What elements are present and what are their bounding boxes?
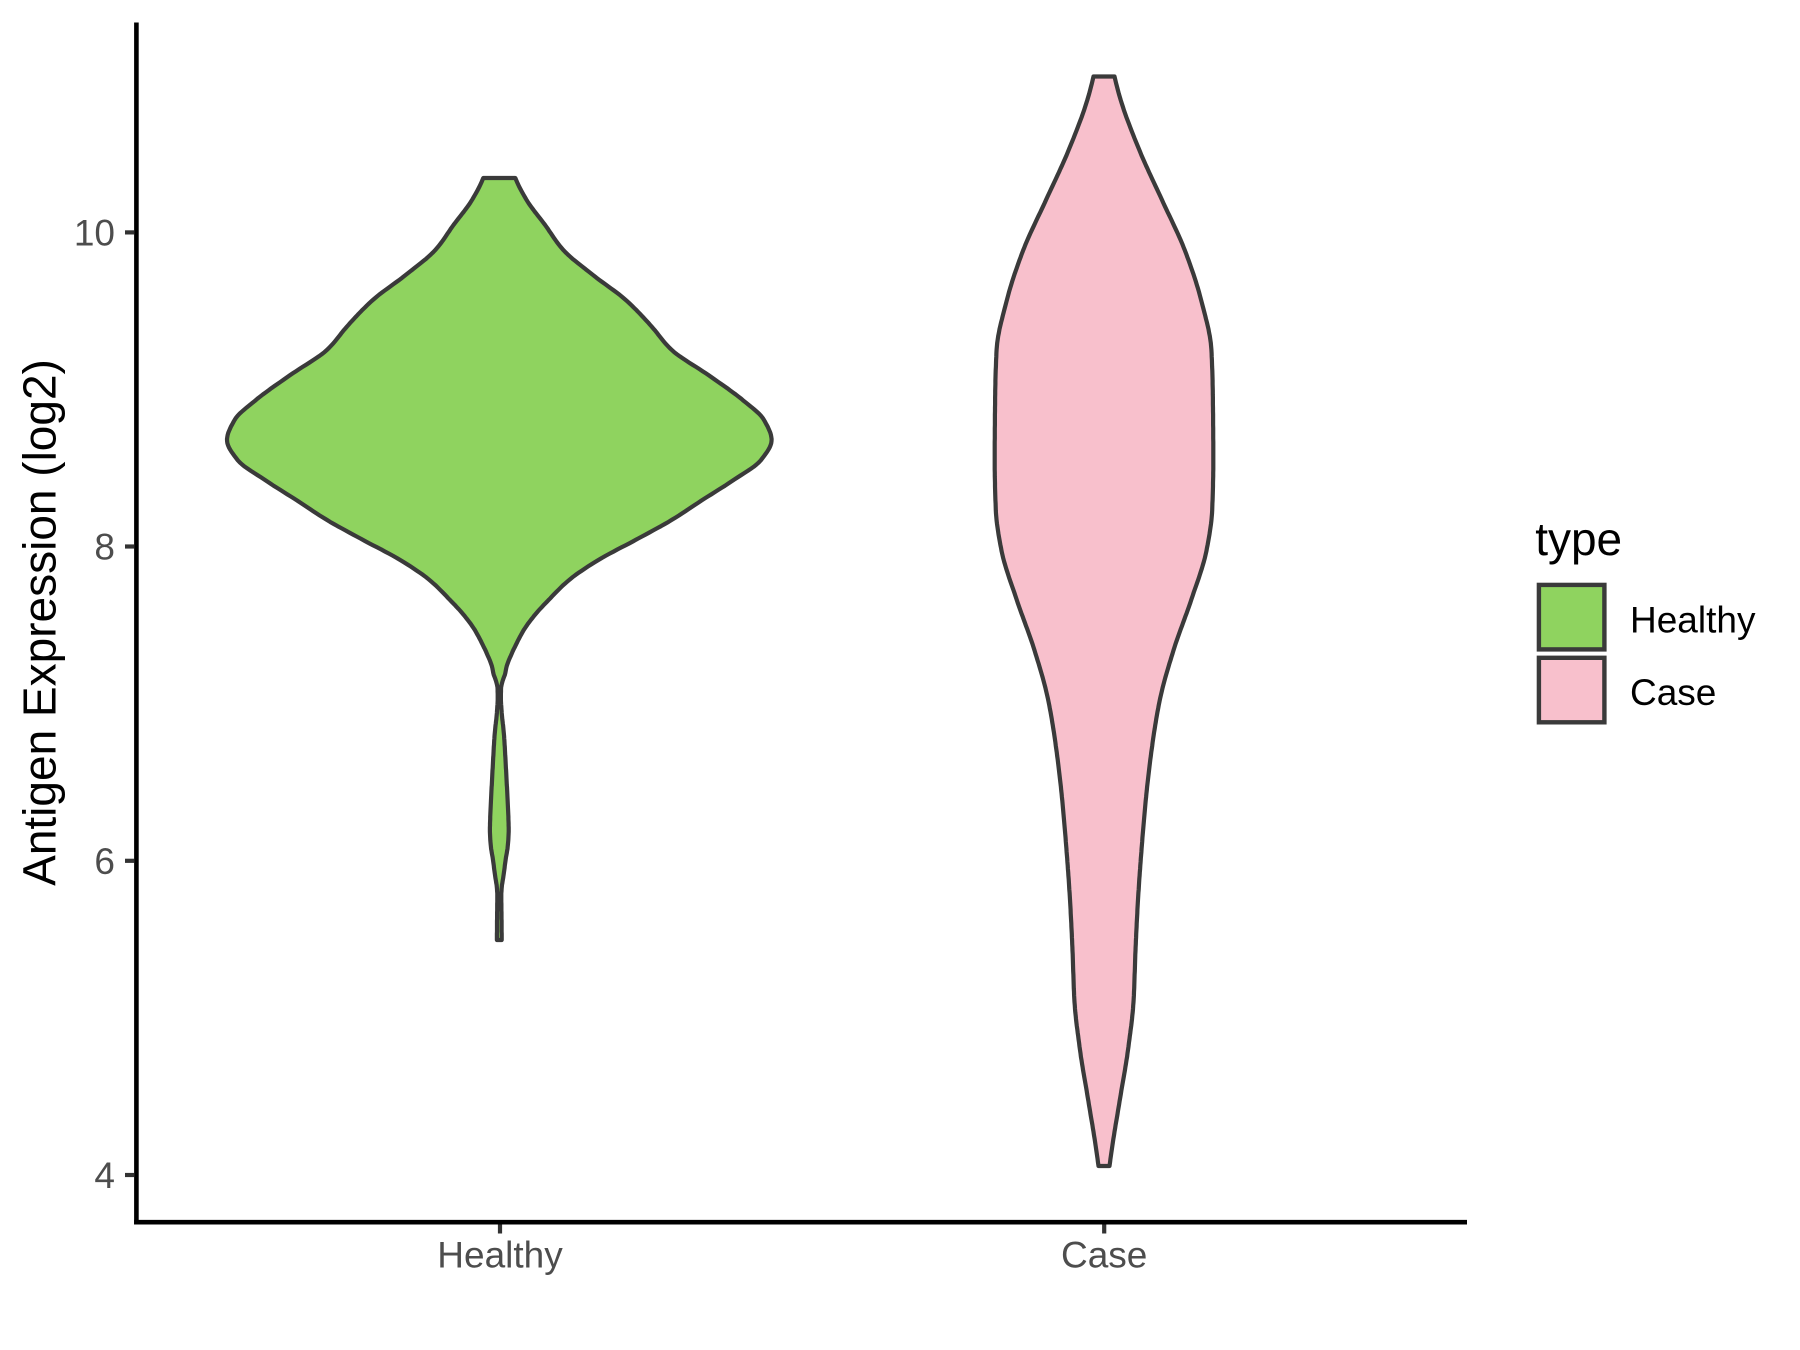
svg-text:6: 6 <box>94 841 115 882</box>
svg-text:8: 8 <box>94 527 115 568</box>
svg-text:Healthy: Healthy <box>1630 600 1756 641</box>
svg-text:Antigen Expression (log2): Antigen Expression (log2) <box>14 359 66 886</box>
svg-text:4: 4 <box>94 1155 115 1196</box>
svg-text:Healthy: Healthy <box>437 1234 563 1275</box>
svg-text:type: type <box>1535 513 1622 565</box>
svg-text:10: 10 <box>74 213 115 254</box>
svg-text:Case: Case <box>1630 672 1716 713</box>
svg-text:Case: Case <box>1061 1234 1147 1275</box>
